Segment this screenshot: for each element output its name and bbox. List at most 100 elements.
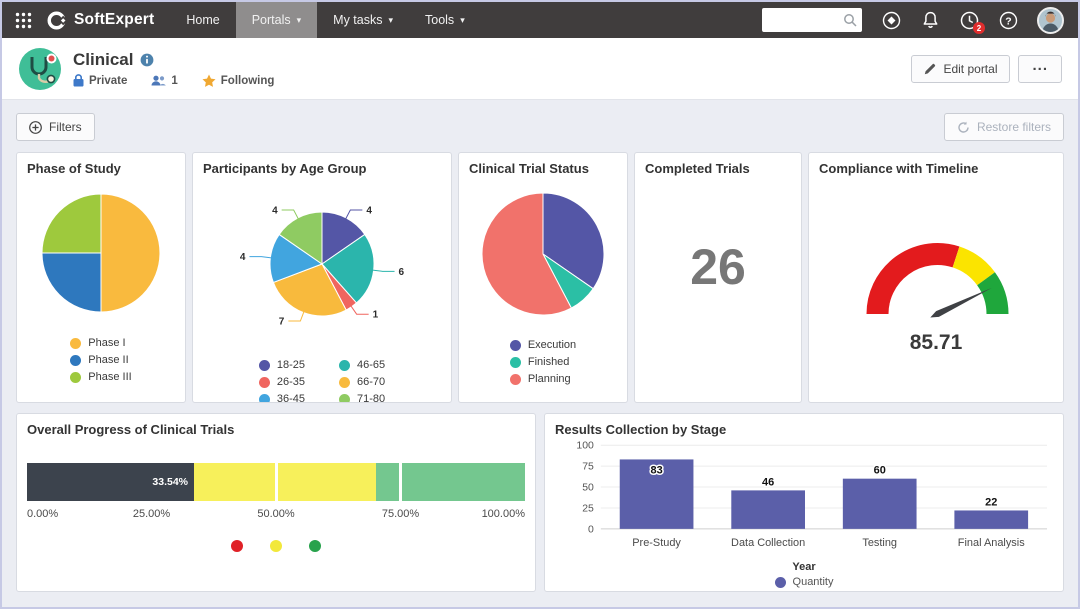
legend-label: Quantity (792, 576, 834, 588)
chart-legend: Execution Finished Planning (509, 339, 576, 385)
chart-legend: Phase I Phase II Phase III (70, 337, 132, 383)
svg-text:1: 1 (373, 310, 379, 321)
bullet-legend (27, 540, 525, 552)
card-completed-trials: Completed Trials 26 (634, 152, 802, 403)
svg-text:4: 4 (366, 205, 372, 216)
legend-item: Phase II (70, 354, 131, 366)
card-title: Results Collection by Stage (555, 422, 727, 437)
nav-label: Portals (251, 13, 291, 27)
participants-pie-chart[interactable]: 4 6 1 7 4 4 18-25 26-35 36-45 46-65 66-70 71-80 (203, 178, 441, 403)
bullet-axis: 0.00% 25.00% 50.00% 75.00% 100.00% (27, 508, 525, 523)
grid-dots-icon (15, 12, 31, 28)
card-clinical-trial-status: Clinical Trial Status Execution Finished P… (458, 152, 628, 403)
legend-item: 71-80 (339, 393, 385, 402)
legend-item: Finished (509, 356, 576, 368)
edit-portal-button[interactable]: Edit portal (911, 54, 1011, 83)
svg-text:4: 4 (240, 252, 246, 263)
privacy-label: Private (89, 74, 128, 87)
legend-item: 46-65 (339, 359, 385, 371)
legend-dot (339, 393, 350, 402)
phase-of-study-pie-chart[interactable]: Phase I Phase II Phase III (27, 178, 175, 383)
svg-text:46: 46 (762, 476, 774, 488)
top-navbar: SoftExpert Home Portals ▾ My tasks ▾ Too… (2, 2, 1078, 38)
following-label: Following (220, 74, 275, 87)
legend-dot (509, 356, 521, 368)
legend-dot (509, 339, 521, 351)
plus-circle-icon (29, 120, 42, 134)
notifications-button[interactable] (920, 10, 940, 30)
nav-item-tools[interactable]: Tools ▾ (409, 2, 481, 38)
card-title: Phase of Study (27, 161, 121, 176)
legend-item: 36-45 (258, 393, 305, 403)
members-count-value: 1 (171, 74, 178, 87)
legend-label: 36-45 (276, 393, 305, 403)
portal-title: Clinical (73, 50, 134, 69)
more-options-button[interactable]: ... (1018, 54, 1062, 83)
diamond-circle-icon (882, 11, 900, 29)
card-overall-progress: Overall Progress of Clinical Trials 33.5… (16, 413, 536, 592)
svg-text:Data Collection: Data Collection (731, 537, 805, 549)
nav-item-home[interactable]: Home (170, 2, 235, 38)
legend-dot (270, 540, 282, 552)
following-toggle[interactable]: Following (202, 74, 275, 87)
user-avatar[interactable] (1037, 6, 1064, 34)
members-count[interactable]: 1 (151, 74, 178, 87)
chart-legend: 18-25 26-35 36-45 46-65 66-70 71-80 (258, 359, 385, 403)
card-title: Clinical Trial Status (469, 161, 589, 176)
bullet-measure-label: 33.54% (152, 476, 189, 488)
nav-item-portals[interactable]: Portals ▾ (235, 2, 318, 38)
restore-icon (958, 121, 969, 133)
bullet-gridline (274, 463, 278, 501)
filters-button[interactable]: Filters (16, 113, 95, 141)
portal-identity: Clinical Private (73, 50, 274, 87)
info-icon[interactable] (140, 53, 154, 67)
legend-dot (339, 359, 350, 371)
legend-label: 66-70 (357, 376, 386, 388)
pencil-icon (925, 63, 936, 74)
legend-label: Phase III (88, 371, 132, 383)
compliance-gauge-chart[interactable] (819, 202, 1053, 329)
card-title: Compliance with Timeline (819, 161, 979, 176)
legend-item: Phase I (70, 337, 131, 349)
legend-dot (258, 393, 270, 402)
quick-access-button[interactable] (881, 10, 901, 30)
card-title: Participants by Age Group (203, 161, 367, 176)
notifications-count-badge: 2 (973, 22, 985, 34)
svg-text:7: 7 (279, 317, 285, 328)
more-options-icon: ... (1032, 57, 1048, 74)
app-grid-icon[interactable] (2, 2, 44, 38)
bullet-gridline (399, 463, 402, 501)
bar-x-axis-label: Year (792, 561, 816, 573)
legend-item: 18-25 (258, 359, 305, 371)
edit-portal-label: Edit portal (943, 61, 998, 76)
overall-progress-bullet-chart[interactable]: 33.54% 0.00% 25.00% 50.00% 75.00% 100.00% (27, 463, 525, 552)
legend-dot (258, 359, 270, 371)
question-icon: ? (999, 11, 1017, 29)
legend-label: 46-65 (357, 359, 386, 371)
dashboard: Phase of Study Phase I Phase II Phase III … (2, 152, 1078, 592)
axis-tick-label: 50.00% (257, 508, 295, 520)
restore-filters-label: Restore filters (976, 120, 1051, 134)
svg-text:Pre-Study: Pre-Study (632, 537, 681, 549)
legend-dot (231, 540, 243, 552)
trial-status-pie-chart[interactable]: Execution Finished Planning (469, 178, 617, 385)
legend-label: 18-25 (276, 359, 305, 371)
legend-item: Execution (509, 339, 576, 351)
card-phase-of-study: Phase of Study Phase I Phase II Phase III (16, 152, 186, 403)
pending-activities-button[interactable]: 2 (959, 10, 985, 34)
legend-item: 26-35 (258, 376, 305, 388)
legend-item: 66-70 (339, 376, 385, 388)
bullet-measure: 33.54% (27, 463, 195, 501)
svg-text:?: ? (1005, 15, 1011, 27)
legend-label: Phase II (88, 354, 129, 366)
lock-icon (73, 74, 84, 87)
legend-dot (70, 354, 82, 366)
brand-logo[interactable]: SoftExpert (44, 2, 170, 38)
legend-dot (70, 337, 82, 349)
restore-filters-button[interactable]: Restore filters (943, 113, 1064, 141)
nav-item-my-tasks[interactable]: My tasks ▾ (317, 2, 409, 38)
help-button[interactable]: ? (998, 10, 1018, 30)
results-bar-chart[interactable]: 0 25 50 75 100 83 Pre-Study 46 Data Collection 60… (555, 437, 1053, 560)
privacy-status: Private (73, 74, 127, 87)
